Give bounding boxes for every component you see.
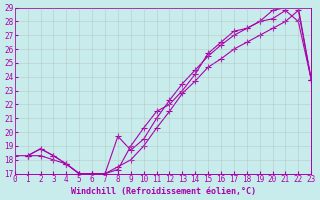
X-axis label: Windchill (Refroidissement éolien,°C): Windchill (Refroidissement éolien,°C) [70,187,255,196]
